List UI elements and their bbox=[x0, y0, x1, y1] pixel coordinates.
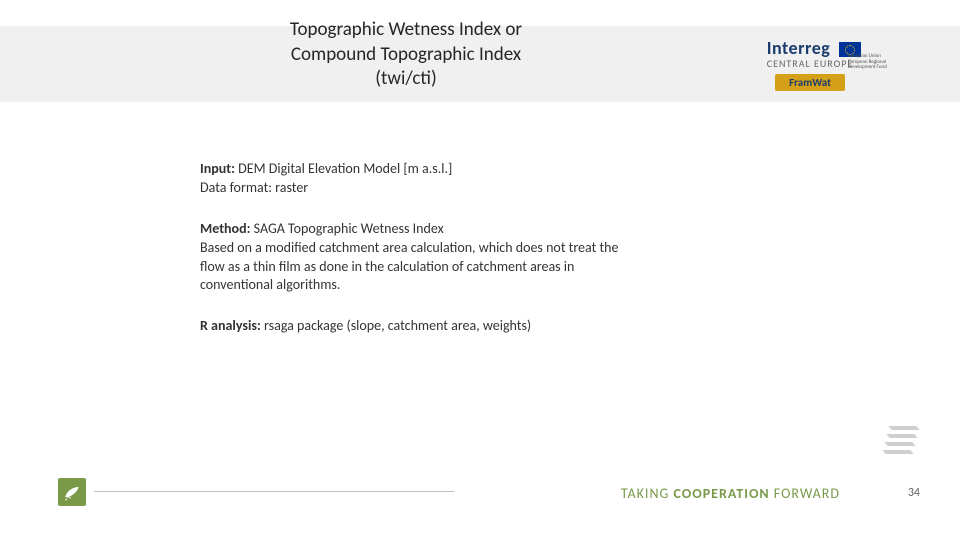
tagline-post: FORWARD bbox=[770, 485, 840, 502]
data-format: Data format: raster bbox=[200, 179, 308, 196]
r-text: rsaga package (slope, catchment area, we… bbox=[261, 317, 531, 334]
tagline-pre: TAKING bbox=[621, 485, 674, 502]
input-text: DEM Digital Elevation Model [m a.s.l.] bbox=[235, 160, 452, 177]
page-title: Topographic Wetness Index or Compound To… bbox=[256, 18, 556, 92]
leaf-icon bbox=[58, 478, 86, 506]
corner-decoration bbox=[886, 426, 926, 462]
method-paragraph: Method: SAGA Topographic Wetness Index B… bbox=[200, 220, 640, 296]
title-line-2: Compound Topographic Index bbox=[291, 43, 521, 66]
footer-divider bbox=[94, 491, 454, 492]
funding-text: European Union European Regional Develop… bbox=[848, 54, 896, 71]
logo-block: Interreg CENTRAL EUROPE FramWat European… bbox=[710, 26, 910, 102]
r-label: R analysis: bbox=[200, 317, 261, 334]
tagline-accent: COOPERATION bbox=[673, 485, 769, 502]
method-body: Based on a modified catchment area calcu… bbox=[200, 239, 618, 294]
method-text: SAGA Topographic Wetness Index bbox=[250, 220, 443, 237]
project-badge: FramWat bbox=[775, 74, 845, 91]
page-number: 34 bbox=[908, 486, 920, 500]
r-analysis-paragraph: R analysis: rsaga package (slope, catchm… bbox=[200, 317, 640, 336]
input-paragraph: Input: DEM Digital Elevation Model [m a.… bbox=[200, 160, 640, 198]
content-block: Input: DEM Digital Elevation Model [m a.… bbox=[200, 160, 640, 358]
footer: TAKING COOPERATION FORWARD 34 bbox=[0, 476, 960, 506]
logo-region: CENTRAL EUROPE bbox=[767, 57, 854, 70]
method-label: Method: bbox=[200, 220, 250, 237]
input-label: Input: bbox=[200, 160, 235, 177]
tagline: TAKING COOPERATION FORWARD bbox=[621, 485, 840, 502]
title-line-3: (twi/cti) bbox=[375, 67, 436, 90]
title-line-1: Topographic Wetness Index or bbox=[290, 18, 522, 41]
